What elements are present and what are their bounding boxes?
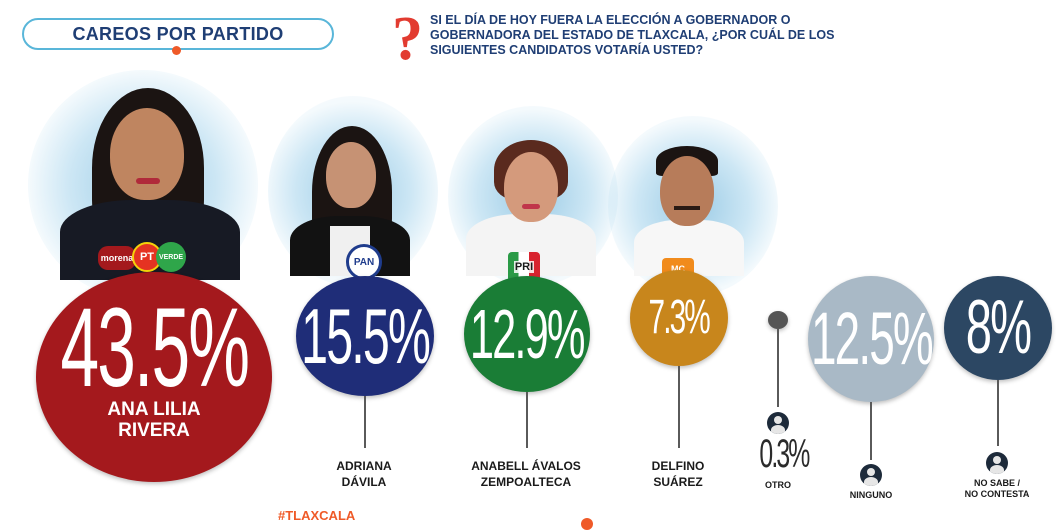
stem-no-sabe (997, 380, 999, 446)
bubble-delfino-suarez: 7.3% (630, 270, 728, 366)
pan-logo: PAN (346, 244, 382, 280)
value-label-no-sabe: 8% (965, 285, 1032, 370)
stem-anabell-avalos (526, 392, 528, 448)
morena-logo: morena (98, 246, 136, 270)
value-label-adriana-davila: 15.5% (301, 292, 431, 380)
bubble-ninguno: 12.5% (808, 276, 934, 402)
hashtag: #TLAXCALA (278, 508, 356, 523)
name-label-no-sabe: NO SABE / NO CONTESTA (964, 478, 1030, 499)
bubble-adriana-davila: 15.5% (296, 276, 434, 396)
name-label-ninguno: NINGUNO (849, 490, 893, 500)
survey-question: SI EL DÍA DE HOY FUERA LA ELECCIÓN A GOB… (430, 13, 835, 57)
bubble-otro (768, 311, 788, 329)
verde-logo: VERDE (156, 242, 186, 272)
name-label-ana-lilia-rivera: ANA LILIA RIVERA (107, 399, 201, 441)
value-label-otro: 0.3% (759, 432, 810, 476)
name-label-delfino-suarez: DELFINO SUÁREZ (651, 459, 705, 489)
stem-ninguno (870, 402, 872, 460)
stem-otro (777, 329, 779, 407)
footer-accent-dot (581, 518, 593, 530)
section-title-pill: CAREOS POR PARTIDO (22, 18, 334, 50)
value-label-anabell-avalos: 12.9% (470, 295, 586, 373)
bubble-no-sabe: 8% (944, 276, 1052, 380)
value-label-ninguno: 12.5% (810, 297, 934, 380)
stem-delfino-suarez (678, 366, 680, 448)
value-label-delfino-suarez: 7.3% (648, 291, 711, 344)
person-icon-no-sabe (986, 452, 1008, 474)
stem-adriana-davila (364, 396, 366, 448)
name-label-anabell-avalos: ANABELL ÁVALOS ZEMPOALTECA (471, 459, 581, 489)
value-label-ana-lilia-rivera: 43.5% (60, 285, 249, 410)
person-icon-otro (767, 412, 789, 434)
section-title: CAREOS POR PARTIDO (72, 23, 284, 44)
pill-accent-dot (172, 46, 181, 55)
name-label-adriana-davila: ADRIANA DÁVILA (336, 459, 392, 489)
person-icon-ninguno (860, 464, 882, 486)
bubble-anabell-avalos: 12.9% (464, 276, 590, 392)
name-label-otro: OTRO (765, 480, 791, 490)
bubble-ana-lilia-rivera: 43.5% ANA LILIA RIVERA (36, 272, 272, 482)
question-mark-icon: ? (392, 5, 423, 73)
